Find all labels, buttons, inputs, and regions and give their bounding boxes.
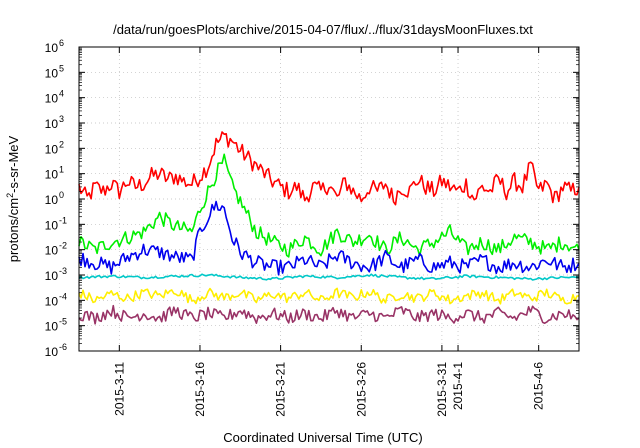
- y-tick-label-base: 10: [45, 117, 59, 131]
- y-tick-label-exp: 3: [59, 114, 64, 124]
- x-tick-label: 2015-3-11: [112, 362, 126, 416]
- y-tick-label: 101: [45, 165, 64, 182]
- y-tick-label: 10-2: [45, 241, 67, 258]
- y-tick-label-base: 10: [45, 66, 59, 80]
- y-tick-label-exp: -2: [59, 241, 67, 251]
- y-axis-label: protons/cm2-s-sr-MeV: [5, 135, 21, 262]
- series-line-1: [78, 131, 580, 206]
- y-tick-label: 10-6: [45, 342, 67, 359]
- y-tick-label: 103: [45, 114, 64, 131]
- y-tick-label-base: 10: [45, 193, 59, 207]
- y-tick-label: 10-3: [45, 266, 67, 283]
- y-tick-label-exp: 6: [59, 38, 64, 48]
- y-tick-label-base: 10: [45, 41, 59, 55]
- y-tick-label-exp: 5: [59, 63, 64, 73]
- y-tick-label: 10-5: [45, 317, 67, 334]
- y-tick-label: 105: [45, 63, 64, 80]
- x-tick-label: 2015-3-21: [274, 362, 288, 417]
- y-tick-label-base: 10: [45, 168, 59, 182]
- y-axis-label-base: protons/cm: [6, 198, 21, 262]
- y-tick-label-exp: -5: [59, 317, 67, 327]
- series-line-3: [78, 200, 580, 276]
- series-line-2: [78, 153, 580, 258]
- y-tick-label: 106: [45, 38, 64, 55]
- y-tick-label-exp: -3: [59, 266, 67, 276]
- x-tick-label: 2015-3-16: [193, 362, 207, 417]
- x-axis-label: Coordinated Universal Time (UTC): [223, 430, 422, 445]
- x-tick-label: 2015-4-1: [451, 362, 465, 410]
- y-tick-label: 102: [45, 139, 64, 156]
- y-tick-label-base: 10: [45, 218, 59, 232]
- y-tick-label-exp: 4: [59, 89, 64, 99]
- y-tick-label-exp: 1: [59, 165, 64, 175]
- y-tick-label-exp: 2: [59, 139, 64, 149]
- y-axis-label-sup: 2: [5, 193, 15, 198]
- y-tick-label-exp: -4: [59, 291, 67, 301]
- y-tick-label: 10-4: [45, 291, 67, 308]
- grid: [79, 46, 579, 352]
- y-tick-label-base: 10: [45, 320, 59, 334]
- x-tick-label: 2015-3-31: [435, 362, 449, 417]
- series-line-6: [78, 304, 580, 325]
- x-tick-label: 2015-3-26: [354, 362, 368, 417]
- y-tick-label: 104: [45, 89, 64, 106]
- y-tick-label-base: 10: [45, 142, 59, 156]
- y-axis: 10-610-510-410-310-210-11001011021031041…: [45, 38, 579, 359]
- series-line-4: [78, 273, 580, 281]
- y-tick-label-exp: -6: [59, 342, 67, 352]
- y-tick-label-exp: 0: [59, 190, 64, 200]
- series-line-5: [78, 287, 580, 305]
- y-tick-label-base: 10: [45, 294, 59, 308]
- chart-title: /data/run/goesPlots/archive/2015-04-07/f…: [113, 22, 533, 37]
- series-group: [78, 131, 580, 325]
- x-tick-label: 2015-4-6: [532, 362, 546, 410]
- x-axis: 2015-3-11 2015-3-16 2015-3-21 2015-3-26 2015…: [112, 47, 546, 417]
- y-tick-label-exp: -1: [59, 215, 67, 225]
- y-tick-label: 10-1: [45, 215, 67, 232]
- y-tick-label-base: 10: [45, 345, 59, 359]
- y-tick-label: 100: [45, 190, 64, 207]
- y-axis-label-rest: -s-sr-MeV: [6, 135, 21, 192]
- y-tick-label-base: 10: [45, 92, 59, 106]
- y-tick-label-base: 10: [45, 244, 59, 258]
- y-tick-label-base: 10: [45, 269, 59, 283]
